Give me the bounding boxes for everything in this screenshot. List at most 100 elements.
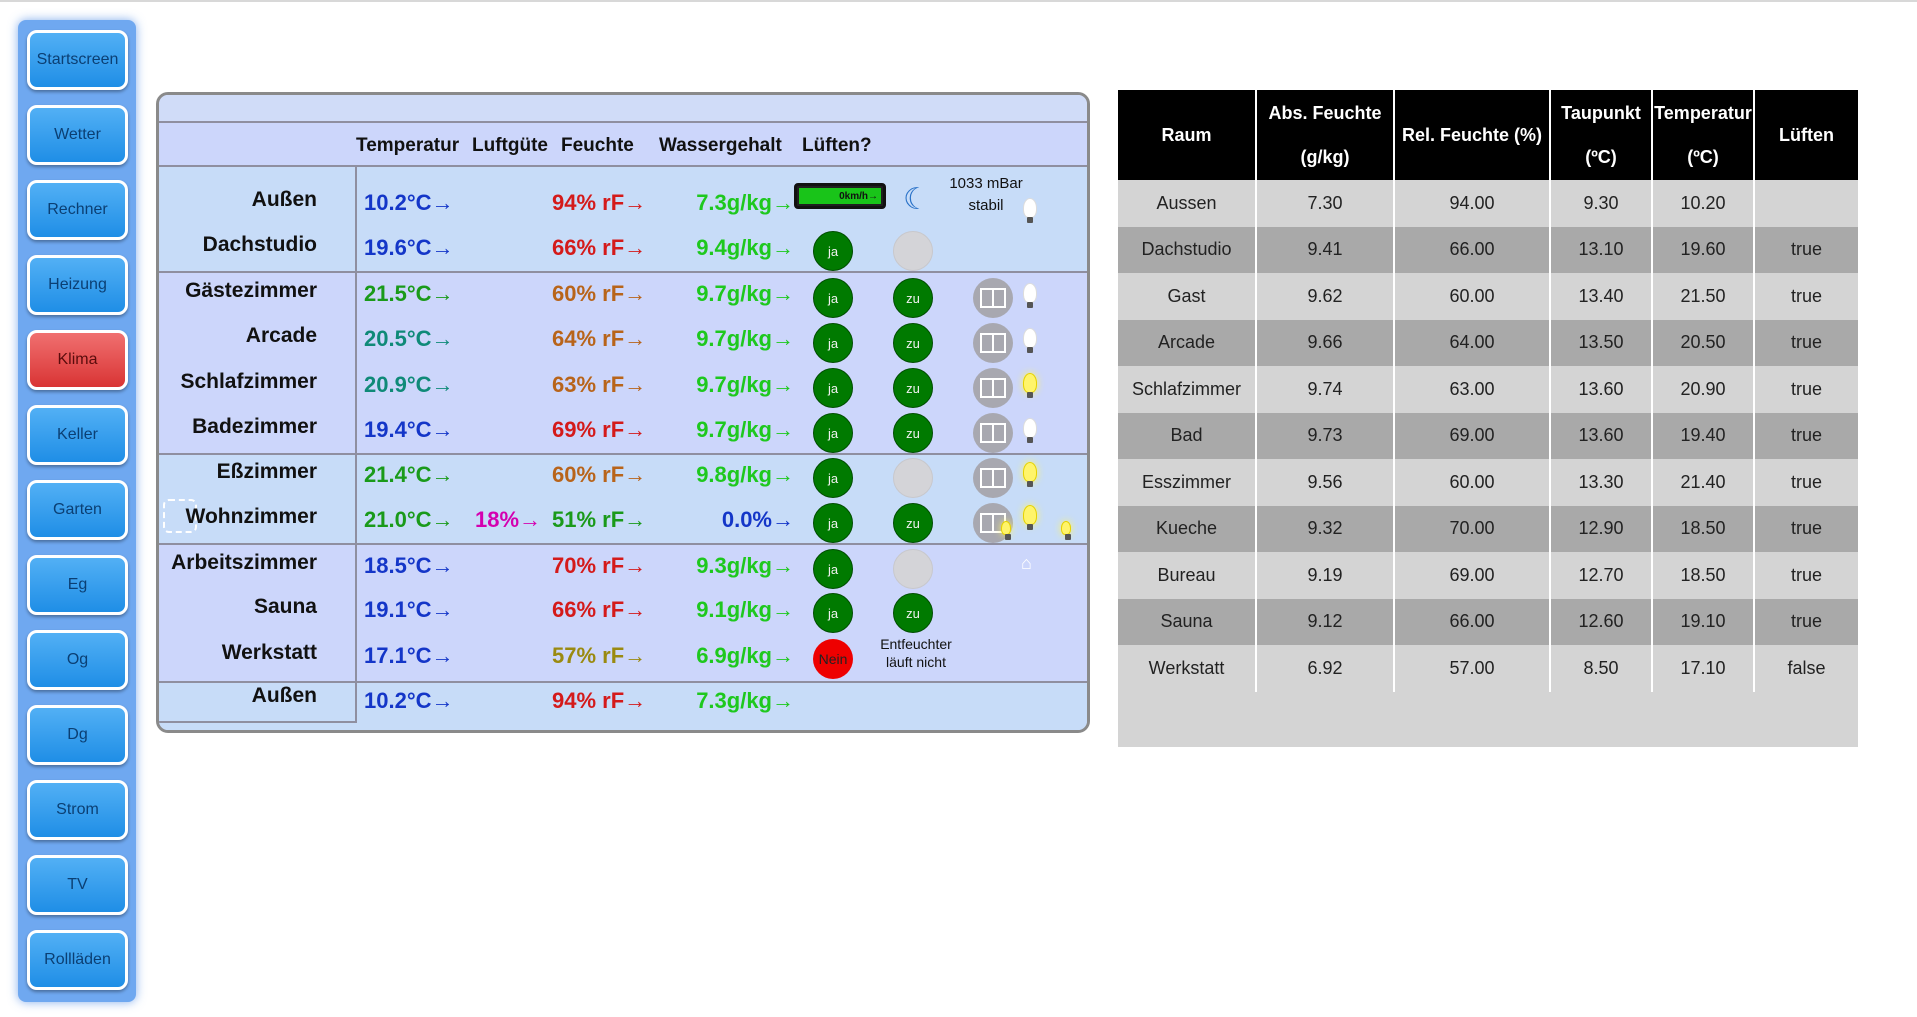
- bulb-icon[interactable]: [1023, 328, 1037, 353]
- vent-ja-badezimmer[interactable]: ja: [813, 413, 853, 453]
- room-label-arcade: Arcade: [245, 324, 317, 347]
- window-status-arbeitszimmer[interactable]: [893, 549, 933, 589]
- window-zu-schlafzimmer[interactable]: zu: [893, 368, 933, 408]
- humidity-schlafzimmer: 63% rF→: [552, 372, 647, 397]
- bulb-on-icon[interactable]: [1023, 373, 1037, 398]
- room-label-aussen: Außen: [251, 188, 317, 211]
- window-icon[interactable]: [973, 413, 1013, 453]
- airquality-wohnzimmer: 18%→: [475, 507, 542, 532]
- vent-ja-gaestezimmer[interactable]: ja: [813, 278, 853, 318]
- moon-icon: ☾: [903, 183, 930, 216]
- nav-garten-button[interactable]: Garten: [27, 480, 128, 540]
- window-status-esszimmer[interactable]: [893, 458, 933, 498]
- nav-rolllaeden-button[interactable]: Rollläden: [27, 930, 128, 990]
- water-wohnzimmer: 0.0%→: [721, 507, 794, 532]
- shutter-icon[interactable]: [973, 278, 1013, 318]
- nav-startscreen-button[interactable]: Startscreen: [27, 30, 128, 90]
- humidity-dachstudio: 66% rF→: [552, 235, 647, 260]
- temp-wohnzimmer: 21.0°C→: [364, 507, 454, 532]
- water-gaestezimmer: 9.7g/kg→: [696, 281, 794, 306]
- bulb-icon[interactable]: [1023, 418, 1037, 443]
- header-lueften: Lüften?: [802, 135, 872, 156]
- wind-speed-gauge: 0km/h→: [794, 183, 886, 209]
- col-header-abs-feuchte[interactable]: Abs. Feuchte (g/kg): [1256, 90, 1395, 180]
- col-header-lueften[interactable]: Lüften: [1754, 90, 1858, 180]
- shutter-icon[interactable]: [973, 368, 1013, 408]
- navigation-sidebar: Startscreen Wetter Rechner Heizung Klima…: [18, 20, 136, 1002]
- humidity-wohnzimmer: 51% rF→: [552, 507, 647, 532]
- window-icon[interactable]: [973, 458, 1013, 498]
- humidity-sauna: 66% rF→: [552, 597, 647, 622]
- temp-sauna: 19.1°C→: [364, 597, 454, 622]
- col-header-rel-feuchte[interactable]: Rel. Feuchte (%): [1394, 90, 1551, 180]
- humidity-aussen-bottom: 94% rF→: [552, 688, 647, 713]
- pressure-trend: stabil: [968, 197, 1004, 214]
- vent-ja-arbeitszimmer[interactable]: ja: [813, 549, 853, 589]
- window-zu-wohnzimmer[interactable]: zu: [893, 503, 933, 543]
- temp-badezimmer: 19.4°C→: [364, 417, 454, 442]
- window-zu-gaestezimmer[interactable]: zu: [893, 278, 933, 318]
- vent-ja-dachstudio[interactable]: ja: [813, 231, 853, 271]
- vent-ja-arcade[interactable]: ja: [813, 323, 853, 363]
- window-status-dachstudio[interactable]: [893, 231, 933, 271]
- humidity-esszimmer: 60% rF→: [552, 462, 647, 487]
- nav-klima-button[interactable]: Klima: [27, 330, 128, 390]
- table-row: Schlafzimmer 9.74 63.00 13.60 20.90 true: [1118, 366, 1858, 413]
- window-zu-badezimmer[interactable]: zu: [893, 413, 933, 453]
- vent-ja-sauna[interactable]: ja: [813, 593, 853, 633]
- water-arbeitszimmer: 9.3g/kg→: [696, 553, 794, 578]
- network-icon: [163, 499, 197, 533]
- window-zu-arcade[interactable]: zu: [893, 323, 933, 363]
- water-arcade: 9.7g/kg→: [696, 326, 794, 351]
- vent-ja-esszimmer[interactable]: ja: [813, 458, 853, 498]
- room-label-badezimmer: Badezimmer: [192, 415, 317, 438]
- room-label-sauna: Sauna: [253, 595, 317, 618]
- nav-strom-button[interactable]: Strom: [27, 780, 128, 840]
- room-label-schlafzimmer: Schlafzimmer: [180, 370, 317, 393]
- water-sauna: 9.1g/kg→: [696, 597, 794, 622]
- nav-dg-button[interactable]: Dg: [27, 705, 128, 765]
- bulb-icon[interactable]: [1023, 283, 1037, 308]
- nav-rechner-button[interactable]: Rechner: [27, 180, 128, 240]
- nav-eg-button[interactable]: Eg: [27, 555, 128, 615]
- water-dachstudio: 9.4g/kg→: [696, 235, 794, 260]
- pressure-value: 1033 mBar: [949, 175, 1023, 192]
- vent-nein-werkstatt[interactable]: Nein: [813, 639, 853, 679]
- temp-dachstudio: 19.6°C→: [364, 235, 454, 260]
- humidity-table: Raum Abs. Feuchte (g/kg) Rel. Feuchte (%)…: [1118, 90, 1858, 692]
- water-badezimmer: 9.7g/kg→: [696, 417, 794, 442]
- bulb-on-icon[interactable]: [1061, 521, 1071, 540]
- table-row: Bad 9.73 69.00 13.60 19.40 true: [1118, 412, 1858, 459]
- temp-schlafzimmer: 20.9°C→: [364, 372, 454, 397]
- vent-ja-schlafzimmer[interactable]: ja: [813, 368, 853, 408]
- top-border: [0, 0, 1917, 2]
- table-row: Werkstatt 6.92 57.00 8.50 17.10 false: [1118, 645, 1858, 692]
- col-header-temperatur[interactable]: Temperatur (ºC): [1652, 90, 1755, 180]
- humidity-werkstatt: 57% rF→: [552, 643, 647, 668]
- col-header-taupunkt[interactable]: Taupunkt (ºC): [1550, 90, 1653, 180]
- nav-heizung-button[interactable]: Heizung: [27, 255, 128, 315]
- temp-esszimmer: 21.4°C→: [364, 462, 454, 487]
- nav-tv-button[interactable]: TV: [27, 855, 128, 915]
- nav-wetter-button[interactable]: Wetter: [27, 105, 128, 165]
- bulb-icon[interactable]: [1023, 198, 1037, 223]
- col-header-raum[interactable]: Raum: [1118, 90, 1257, 180]
- home-icon[interactable]: ⌂: [1021, 553, 1032, 573]
- room-label-esszimmer: Eßzimmer: [216, 460, 317, 483]
- humidity-aussen: 94% rF→: [552, 190, 647, 215]
- table-row: Sauna 9.12 66.00 12.60 19.10 true: [1118, 598, 1858, 645]
- vent-ja-wohnzimmer[interactable]: ja: [813, 503, 853, 543]
- humidity-gaestezimmer: 60% rF→: [552, 281, 647, 306]
- dehumidifier-status-2: läuft nicht: [886, 654, 946, 670]
- room-label-gaestezimmer: Gästezimmer: [185, 279, 317, 302]
- window-zu-sauna[interactable]: zu: [893, 593, 933, 633]
- nav-keller-button[interactable]: Keller: [27, 405, 128, 465]
- shutter-icon[interactable]: [973, 323, 1013, 363]
- temp-gaestezimmer: 21.5°C→: [364, 281, 454, 306]
- water-aussen: 7.3g/kg→: [696, 190, 794, 215]
- bulb-on-icon[interactable]: [1001, 521, 1011, 540]
- nav-og-button[interactable]: Og: [27, 630, 128, 690]
- bulb-on-icon[interactable]: [1023, 505, 1037, 530]
- table-row: Esszimmer 9.56 60.00 13.30 21.40 true: [1118, 459, 1858, 506]
- bulb-on-icon[interactable]: [1023, 462, 1037, 487]
